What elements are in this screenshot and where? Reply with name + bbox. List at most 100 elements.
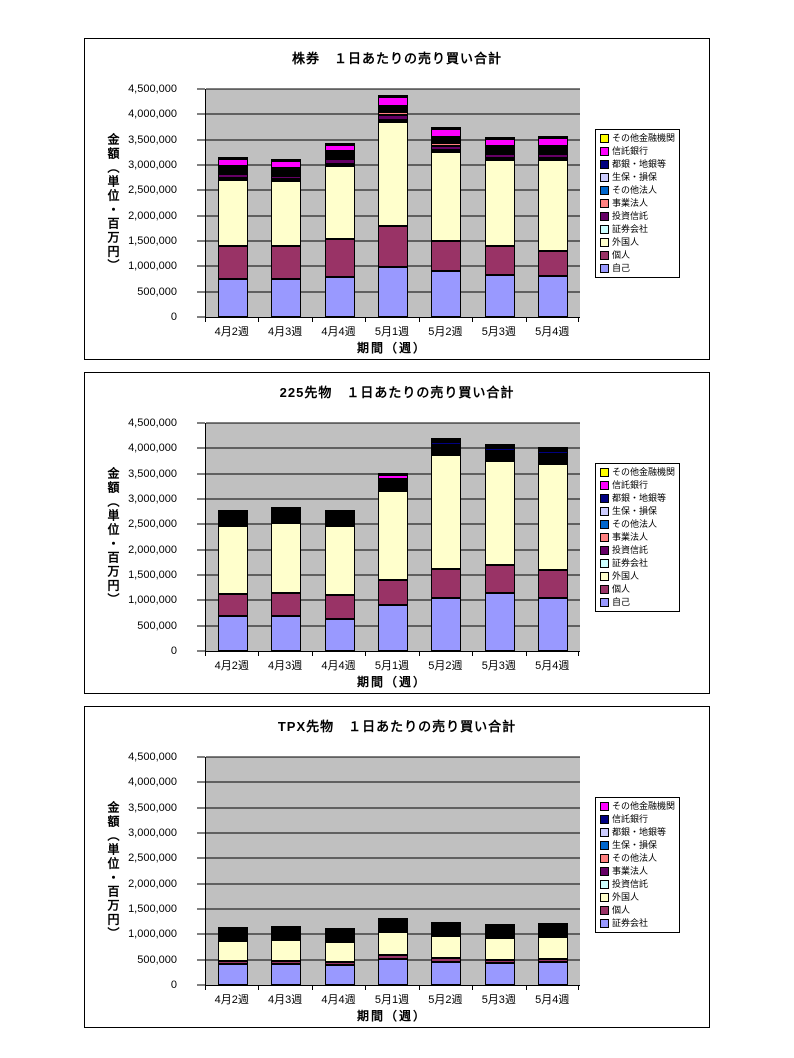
bar-segment [377, 97, 408, 107]
legend-color-chip [600, 533, 609, 542]
x-category-label: 5月1週 [374, 994, 410, 1006]
bar-segment [377, 489, 408, 492]
bar-segment [538, 929, 569, 932]
bar-segment [324, 594, 355, 620]
bar-segment [484, 932, 515, 935]
bar-segment [324, 514, 355, 517]
bar-segment [324, 961, 355, 965]
bar-segment [484, 448, 515, 451]
bar [527, 757, 580, 985]
bar-segment [377, 106, 408, 109]
legend-color-chip [600, 173, 609, 182]
gridline [206, 857, 580, 859]
legend-color-chip [600, 186, 609, 195]
y-tick-label: 1,000,000 [128, 594, 177, 607]
bar-segment [538, 446, 569, 449]
bar-segment [484, 146, 515, 149]
gridline [206, 422, 580, 424]
legend-item: その他金融機関 [600, 466, 675, 479]
x-tick-mark [365, 652, 366, 656]
bar-segment [538, 925, 569, 928]
bar-segment [484, 139, 515, 147]
y-tick-label: 500,000 [137, 953, 177, 966]
legend-item: その他法人 [600, 518, 675, 531]
bar-segment [271, 510, 302, 513]
legend-color-chip [600, 494, 609, 503]
bar-segment [271, 171, 302, 174]
bar-segment [271, 158, 302, 161]
bar [313, 89, 366, 317]
legend-color-chip [600, 572, 609, 581]
y-tick-mark [197, 857, 205, 859]
bar-segment [217, 615, 248, 651]
bar-segment [484, 459, 515, 462]
bar-segment [431, 451, 462, 454]
bar-segment [217, 935, 248, 938]
legend-label: その他金融機関 [612, 467, 676, 477]
bar-segment [324, 522, 355, 525]
bar-segment [484, 457, 515, 460]
y-tick-label: 4,000,000 [128, 108, 177, 121]
x-category-label: 5月4週 [535, 326, 570, 338]
bar-segment [271, 506, 302, 509]
legend-color-chip [600, 815, 609, 824]
bar-segment [484, 938, 515, 960]
legend-color-chip [600, 919, 609, 928]
x-category-label: 5月1週 [374, 326, 410, 338]
y-tick-label: 1,500,000 [128, 569, 177, 582]
bar-segment [324, 238, 355, 278]
bar-segment [484, 137, 515, 140]
bar-segment [484, 446, 515, 449]
legend-item: 都銀・地銀等 [600, 158, 675, 171]
bar-segment [377, 922, 408, 925]
y-axis-title: 金額（単位・百万円） [106, 801, 120, 941]
legend-label: 外国人 [612, 571, 640, 581]
legend-item: 外国人 [600, 891, 675, 904]
bar-segment [431, 931, 462, 934]
bar-segment [217, 523, 248, 526]
bar-segment [538, 923, 569, 926]
bar-segment [271, 167, 302, 170]
legend-item: その他金融機関 [600, 132, 675, 145]
legend-label: 都銀・地銀等 [612, 493, 667, 503]
bar-segment [377, 954, 408, 959]
bar-segment [431, 453, 462, 456]
y-tick-mark [197, 291, 205, 293]
y-tick-mark [197, 498, 205, 500]
bar-segment [431, 152, 462, 242]
y-tick-mark [197, 447, 205, 449]
bar-segment [271, 928, 302, 931]
legend-color-chip [600, 841, 609, 850]
x-tick-mark [258, 986, 259, 990]
legend-color-chip [600, 212, 609, 221]
y-tick-label: 3,000,000 [128, 493, 177, 506]
bar-segment [217, 174, 248, 179]
legend-color-chip [600, 893, 609, 902]
legend-label: その他法人 [612, 853, 658, 863]
x-category-label: 5月2週 [428, 660, 463, 672]
bar-segment [324, 512, 355, 515]
bar-segment [324, 619, 355, 651]
bar-segment [324, 157, 355, 160]
bar [206, 89, 259, 317]
bar-segment [431, 958, 462, 962]
bar [259, 89, 312, 317]
page: 株券 １日あたりの売り買い合計 金額（単位・百万円） 0 500,000 1,000… [84, 38, 710, 1028]
legend-color-chip [600, 264, 609, 273]
legend-label: 事業法人 [612, 198, 649, 208]
bar-segment [377, 487, 408, 490]
bar-segment [271, 160, 302, 168]
x-tick-mark [472, 652, 473, 656]
legend-item: 信託銀行 [600, 813, 675, 826]
bar-segment [377, 485, 408, 488]
bar [366, 89, 419, 317]
bar-segment [431, 438, 462, 441]
bar-segment [538, 138, 569, 146]
legend-label: 外国人 [612, 237, 640, 247]
legend-color-chip [600, 828, 609, 837]
bar-segment [217, 931, 248, 934]
bar-segment [217, 156, 248, 159]
bar-segment [271, 173, 302, 176]
x-tick-mark [205, 318, 206, 322]
y-tick-mark [197, 756, 205, 758]
